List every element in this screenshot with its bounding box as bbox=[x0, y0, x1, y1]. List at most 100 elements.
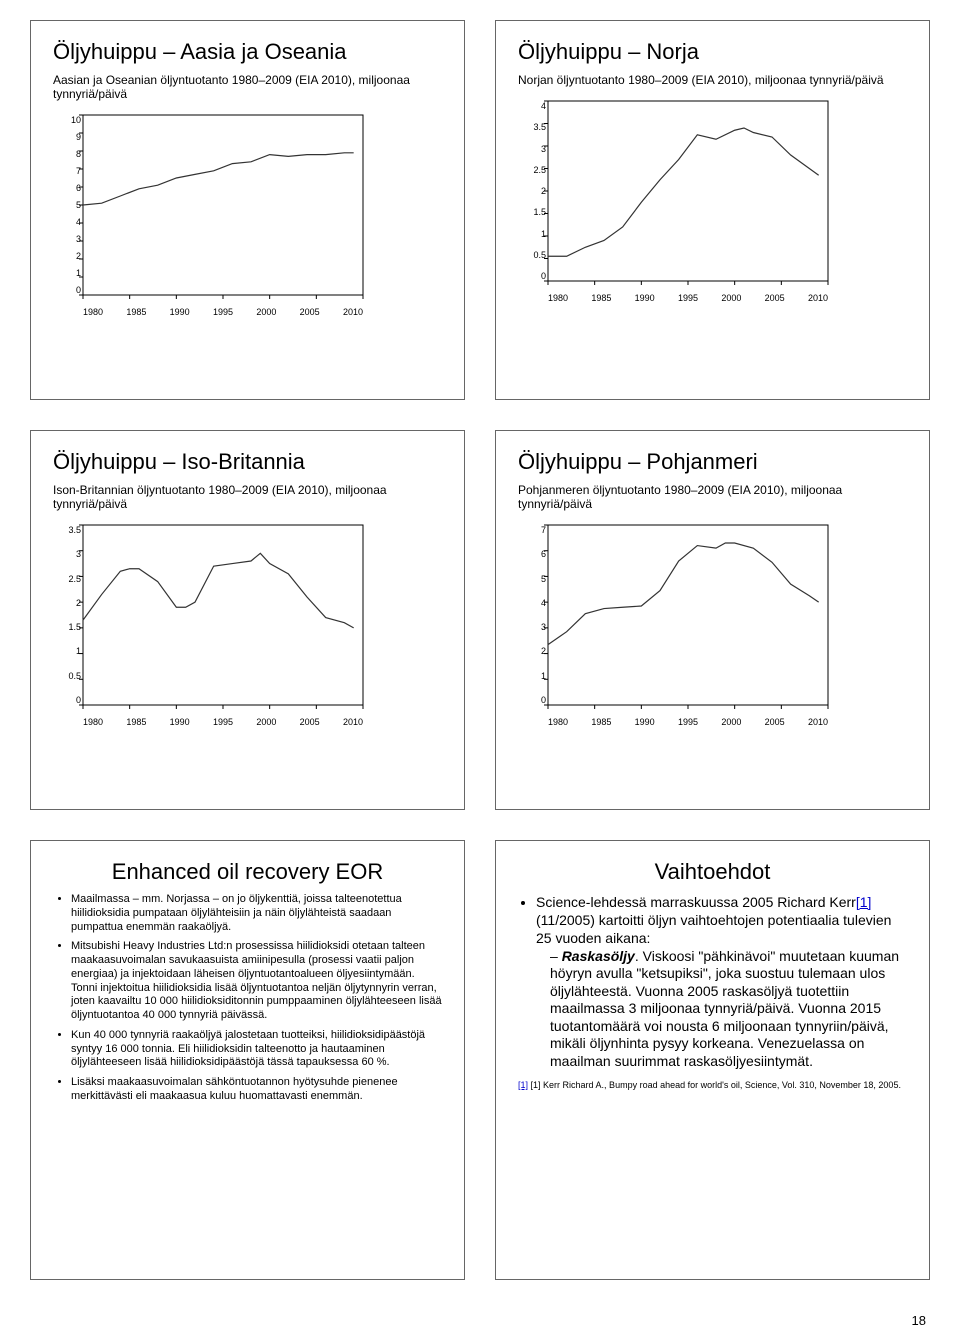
y-tick-label: 1.5 bbox=[520, 207, 546, 217]
y-axis-labels: 00.511.522.533.5 bbox=[55, 525, 81, 705]
y-tick-label: 3 bbox=[55, 234, 81, 244]
ref-link[interactable]: [1] bbox=[518, 1080, 528, 1090]
slide-grid: Öljyhuippu – Aasia ja Oseania Aasian ja … bbox=[30, 20, 930, 1280]
slide-northsea: Öljyhuippu – Pohjanmeri Pohjanmeren öljy… bbox=[495, 430, 930, 810]
x-tick-label: 1980 bbox=[548, 293, 568, 303]
chart-svg bbox=[548, 101, 828, 281]
x-tick-label: 1990 bbox=[170, 307, 190, 317]
x-tick-label: 1980 bbox=[83, 307, 103, 317]
y-tick-label: 1 bbox=[520, 671, 546, 681]
y-tick-label: 1.5 bbox=[55, 622, 81, 632]
x-tick-label: 2010 bbox=[343, 307, 363, 317]
slide-eor: Enhanced oil recovery EOR Maailmassa – m… bbox=[30, 840, 465, 1280]
slide-asia: Öljyhuippu – Aasia ja Oseania Aasian ja … bbox=[30, 20, 465, 400]
x-tick-label: 1985 bbox=[591, 717, 611, 727]
y-tick-label: 0.5 bbox=[520, 250, 546, 260]
y-tick-label: 4 bbox=[520, 101, 546, 111]
list-item: Lisäksi maakaasuvoimalan sähköntuotannon… bbox=[71, 1076, 442, 1104]
y-tick-label: 0 bbox=[55, 695, 81, 705]
y-tick-label: 5 bbox=[55, 200, 81, 210]
x-tick-label: 1995 bbox=[213, 307, 233, 317]
x-tick-label: 1985 bbox=[126, 307, 146, 317]
chart-svg bbox=[548, 525, 828, 705]
y-tick-label: 10 bbox=[55, 115, 81, 125]
slide-title: Enhanced oil recovery EOR bbox=[53, 859, 442, 885]
slide-subtitle: Norjan öljyntuotanto 1980–2009 (EIA 2010… bbox=[518, 73, 907, 87]
x-tick-label: 1995 bbox=[678, 717, 698, 727]
chart-uk: 00.511.522.533.5 19801985199019952000200… bbox=[83, 525, 383, 725]
y-tick-label: 6 bbox=[520, 549, 546, 559]
lead-post: (11/2005) kartoitti öljyn vaihtoehtojen … bbox=[536, 912, 891, 946]
chart-asia: 012345678910 198019851990199520002005201… bbox=[83, 115, 383, 315]
x-tick-label: 2005 bbox=[300, 307, 320, 317]
slide-title: Öljyhuippu – Aasia ja Oseania bbox=[53, 39, 442, 65]
y-axis-labels: 012345678910 bbox=[55, 115, 81, 295]
x-tick-label: 2005 bbox=[300, 717, 320, 727]
chart-svg bbox=[83, 525, 363, 705]
x-tick-label: 1995 bbox=[213, 717, 233, 727]
x-tick-label: 2005 bbox=[765, 293, 785, 303]
chart-svg bbox=[83, 115, 363, 295]
x-axis-labels: 1980198519901995200020052010 bbox=[548, 717, 828, 727]
x-tick-label: 1990 bbox=[635, 293, 655, 303]
page-number: 18 bbox=[912, 1313, 926, 1328]
y-tick-label: 4 bbox=[55, 217, 81, 227]
x-tick-label: 1985 bbox=[126, 717, 146, 727]
slide-subtitle: Ison-Britannian öljyntuotanto 1980–2009 … bbox=[53, 483, 442, 511]
list-item: Maailmassa – mm. Norjassa – on jo öljyke… bbox=[71, 893, 442, 934]
y-tick-label: 2.5 bbox=[520, 165, 546, 175]
list-item: Kun 40 000 tynnyriä raakaöljyä jalosteta… bbox=[71, 1029, 442, 1070]
y-tick-label: 1 bbox=[520, 229, 546, 239]
y-tick-label: 6 bbox=[55, 183, 81, 193]
y-tick-label: 0 bbox=[520, 271, 546, 281]
lead-pre: Science-lehdessä marraskuussa 2005 Richa… bbox=[536, 894, 856, 910]
y-tick-label: 9 bbox=[55, 132, 81, 142]
chart-northsea: 01234567 1980198519901995200020052010 bbox=[548, 525, 848, 725]
alternatives-list: Science-lehdessä marraskuussa 2005 Richa… bbox=[518, 893, 907, 1070]
x-tick-label: 1980 bbox=[83, 717, 103, 727]
slide-subtitle: Pohjanmeren öljyntuotanto 1980–2009 (EIA… bbox=[518, 483, 907, 511]
x-tick-label: 2010 bbox=[343, 717, 363, 727]
x-tick-label: 1990 bbox=[170, 717, 190, 727]
y-tick-label: 2 bbox=[520, 646, 546, 656]
slide-title: Öljyhuippu – Iso-Britannia bbox=[53, 449, 442, 475]
lead-bullet: Science-lehdessä marraskuussa 2005 Richa… bbox=[536, 893, 907, 1070]
x-axis-labels: 1980 1985 1990 1995 2000 2005 2010 bbox=[83, 717, 363, 727]
slide-subtitle: Aasian ja Oseanian öljyntuotanto 1980–20… bbox=[53, 73, 442, 101]
y-tick-label: 3 bbox=[55, 549, 81, 559]
sub-list: Raskasöljy. Viskoosi "pähkinävoi" muutet… bbox=[536, 948, 907, 1071]
x-tick-label: 2000 bbox=[256, 307, 276, 317]
y-tick-label: 1 bbox=[55, 646, 81, 656]
slide-norway: Öljyhuippu – Norja Norjan öljyntuotanto … bbox=[495, 20, 930, 400]
slide-title: Öljyhuippu – Norja bbox=[518, 39, 907, 65]
x-tick-label: 2010 bbox=[808, 717, 828, 727]
slide-uk: Öljyhuippu – Iso-Britannia Ison-Britanni… bbox=[30, 430, 465, 810]
y-tick-label: 2 bbox=[55, 598, 81, 608]
list-item: Mitsubishi Heavy Industries Ltd:n proses… bbox=[71, 940, 442, 1023]
sub-item-text: . Viskoosi "pähkinävoi" muutetaan kuuman… bbox=[550, 948, 899, 1069]
y-tick-label: 4 bbox=[520, 598, 546, 608]
chart-norway: 00.511.522.533.54 1980198519901995200020… bbox=[548, 101, 848, 301]
x-tick-label: 2005 bbox=[765, 717, 785, 727]
x-axis-labels: 1980 1985 1990 1995 2000 2005 2010 bbox=[83, 307, 363, 317]
x-tick-label: 1985 bbox=[591, 293, 611, 303]
y-tick-label: 2.5 bbox=[55, 574, 81, 584]
x-axis-labels: 1980 1985 1990 1995 2000 2005 2010 bbox=[548, 293, 828, 303]
x-tick-label: 2000 bbox=[721, 293, 741, 303]
ref-link[interactable]: [1] bbox=[856, 894, 872, 910]
y-tick-label: 0 bbox=[55, 285, 81, 295]
y-tick-label: 3 bbox=[520, 622, 546, 632]
sub-item-label: Raskasöljy bbox=[562, 948, 635, 964]
x-tick-label: 2000 bbox=[256, 717, 276, 727]
reference-text: [1] Kerr Richard A., Bumpy road ahead fo… bbox=[531, 1080, 901, 1090]
y-tick-label: 1 bbox=[55, 268, 81, 278]
y-axis-labels: 01234567 bbox=[520, 525, 546, 705]
x-tick-label: 2010 bbox=[808, 293, 828, 303]
y-tick-label: 2 bbox=[520, 186, 546, 196]
y-tick-label: 7 bbox=[520, 525, 546, 535]
x-tick-label: 1995 bbox=[678, 293, 698, 303]
y-tick-label: 2 bbox=[55, 251, 81, 261]
y-axis-labels: 00.511.522.533.54 bbox=[520, 101, 546, 281]
sub-item: Raskasöljy. Viskoosi "pähkinävoi" muutet… bbox=[550, 948, 907, 1071]
eor-bullet-list: Maailmassa – mm. Norjassa – on jo öljyke… bbox=[53, 893, 442, 1104]
